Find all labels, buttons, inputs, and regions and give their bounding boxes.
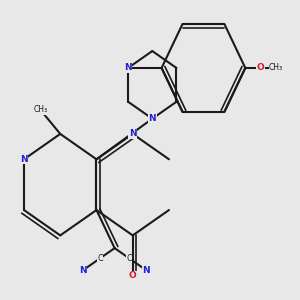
Text: N: N	[124, 63, 132, 72]
Text: N: N	[80, 266, 87, 274]
Text: N: N	[148, 114, 156, 123]
Text: CH₃: CH₃	[34, 106, 48, 115]
Text: C: C	[126, 254, 132, 263]
Text: O: O	[257, 63, 265, 72]
Text: N: N	[142, 266, 150, 274]
Text: C: C	[97, 254, 103, 263]
Text: CH₃: CH₃	[269, 63, 283, 72]
Text: N: N	[20, 155, 28, 164]
Text: N: N	[129, 129, 136, 138]
Text: O: O	[129, 272, 136, 280]
